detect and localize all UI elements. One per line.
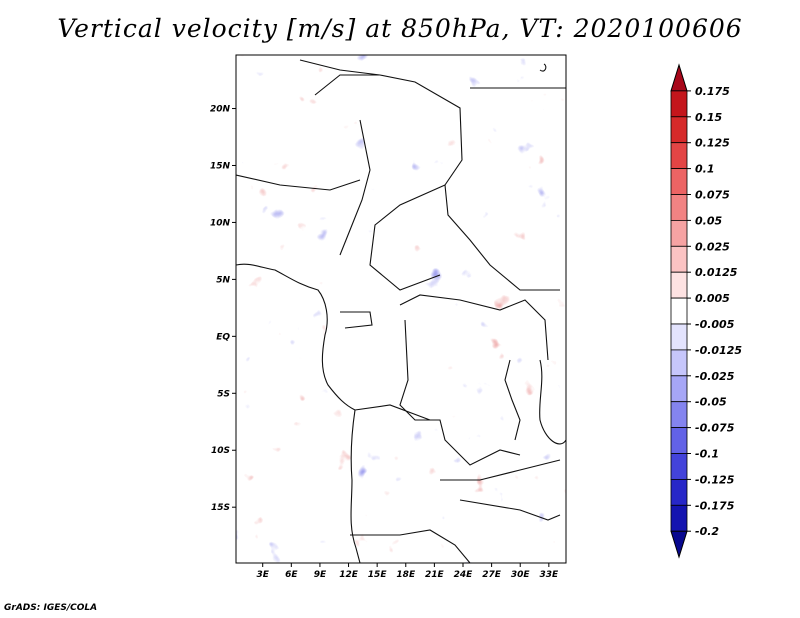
x-tick-label: 27E <box>482 570 502 580</box>
colorbar-label: 0.125 <box>695 137 730 150</box>
colorbar-label: 0.1 <box>695 163 715 176</box>
y-tick-label: 10N <box>210 218 231 228</box>
colorbar-bin <box>670 116 688 144</box>
colorbar-bin <box>670 168 688 195</box>
colorbar-label: 0.175 <box>695 85 730 98</box>
colorbar-label: 0.075 <box>695 189 730 202</box>
colorbar-bin <box>670 194 688 221</box>
colorbar-top-arrow <box>670 63 688 92</box>
x-tick-label: 30E <box>511 570 531 580</box>
colorbar-bin <box>670 245 688 273</box>
colorbar-label: -0.05 <box>695 396 727 409</box>
x-tick-label: 6E <box>285 570 298 580</box>
colorbar-bin <box>670 504 688 532</box>
x-tick-label: 3E <box>256 570 269 580</box>
country-borders <box>236 59 566 563</box>
x-tick-label: 33E <box>539 570 559 580</box>
colorbar-bin <box>670 401 688 429</box>
colorbar-bin <box>670 349 688 377</box>
x-tick-label: 15E <box>368 570 388 580</box>
colorbar-bin <box>670 90 688 118</box>
colorbar-label: -0.025 <box>695 370 735 383</box>
colorbar-bin <box>670 427 688 454</box>
colorbar-label: 0.05 <box>695 214 722 227</box>
y-tick-label: 5S <box>217 389 230 399</box>
colorbar-label: 0.005 <box>695 292 730 305</box>
colorbar-label: -0.005 <box>695 318 735 331</box>
y-tick-label: 15N <box>210 161 231 171</box>
colorbar-bin <box>670 375 688 403</box>
x-tick-label: 18E <box>396 570 416 580</box>
colorbar-label: -0.2 <box>695 525 719 538</box>
plot-frame <box>235 54 567 564</box>
colorbar-label: -0.075 <box>695 422 735 435</box>
colorbar-bottom-arrow <box>670 530 688 559</box>
x-tick-label: 21E <box>425 570 445 580</box>
velocity-field <box>236 55 566 563</box>
grads-credit: GrADS: IGES/COLA <box>4 603 98 613</box>
colorbar-label: -0.1 <box>695 448 719 461</box>
colorbar-label: 0.025 <box>695 240 730 253</box>
colorbar-bin <box>670 478 688 506</box>
colorbar-bin <box>670 142 688 169</box>
colorbar-label: 0.0125 <box>695 266 738 279</box>
y-tick-label: 20N <box>210 105 231 115</box>
colorbar-label: 0.15 <box>695 111 722 124</box>
colorbar-bin <box>670 297 688 325</box>
y-tick-label: EQ <box>216 332 230 342</box>
colorbar: 0.175 0.15 0.125 0.1 0.075 0.05 0.025 0.0125 0.0… <box>670 63 742 559</box>
colorbar-label: -0.175 <box>695 499 735 512</box>
colorbar-bin <box>670 271 688 299</box>
y-tick-label: 15S <box>211 503 230 513</box>
colorbar-bin <box>670 219 688 247</box>
chart-title: Vertical velocity [m/s] at 850hPa, VT: 2… <box>57 14 743 43</box>
y-tick-label: 5N <box>216 275 230 285</box>
y-tick-label: 10S <box>211 446 230 456</box>
y-axis: 20N 15N 10N 5N EQ 5S 10S 15S <box>210 105 236 513</box>
x-axis: 3E 6E 9E 12E 15E 18E 21E 24E 27E 30E 33E <box>256 563 559 580</box>
colorbar-label: -0.0125 <box>695 344 742 357</box>
x-tick-label: 9E <box>314 570 327 580</box>
x-tick-label: 24E <box>454 570 474 580</box>
colorbar-label: -0.125 <box>695 473 735 486</box>
x-tick-label: 12E <box>339 570 359 580</box>
colorbar-bin <box>670 453 688 480</box>
colorbar-bin <box>670 323 688 351</box>
